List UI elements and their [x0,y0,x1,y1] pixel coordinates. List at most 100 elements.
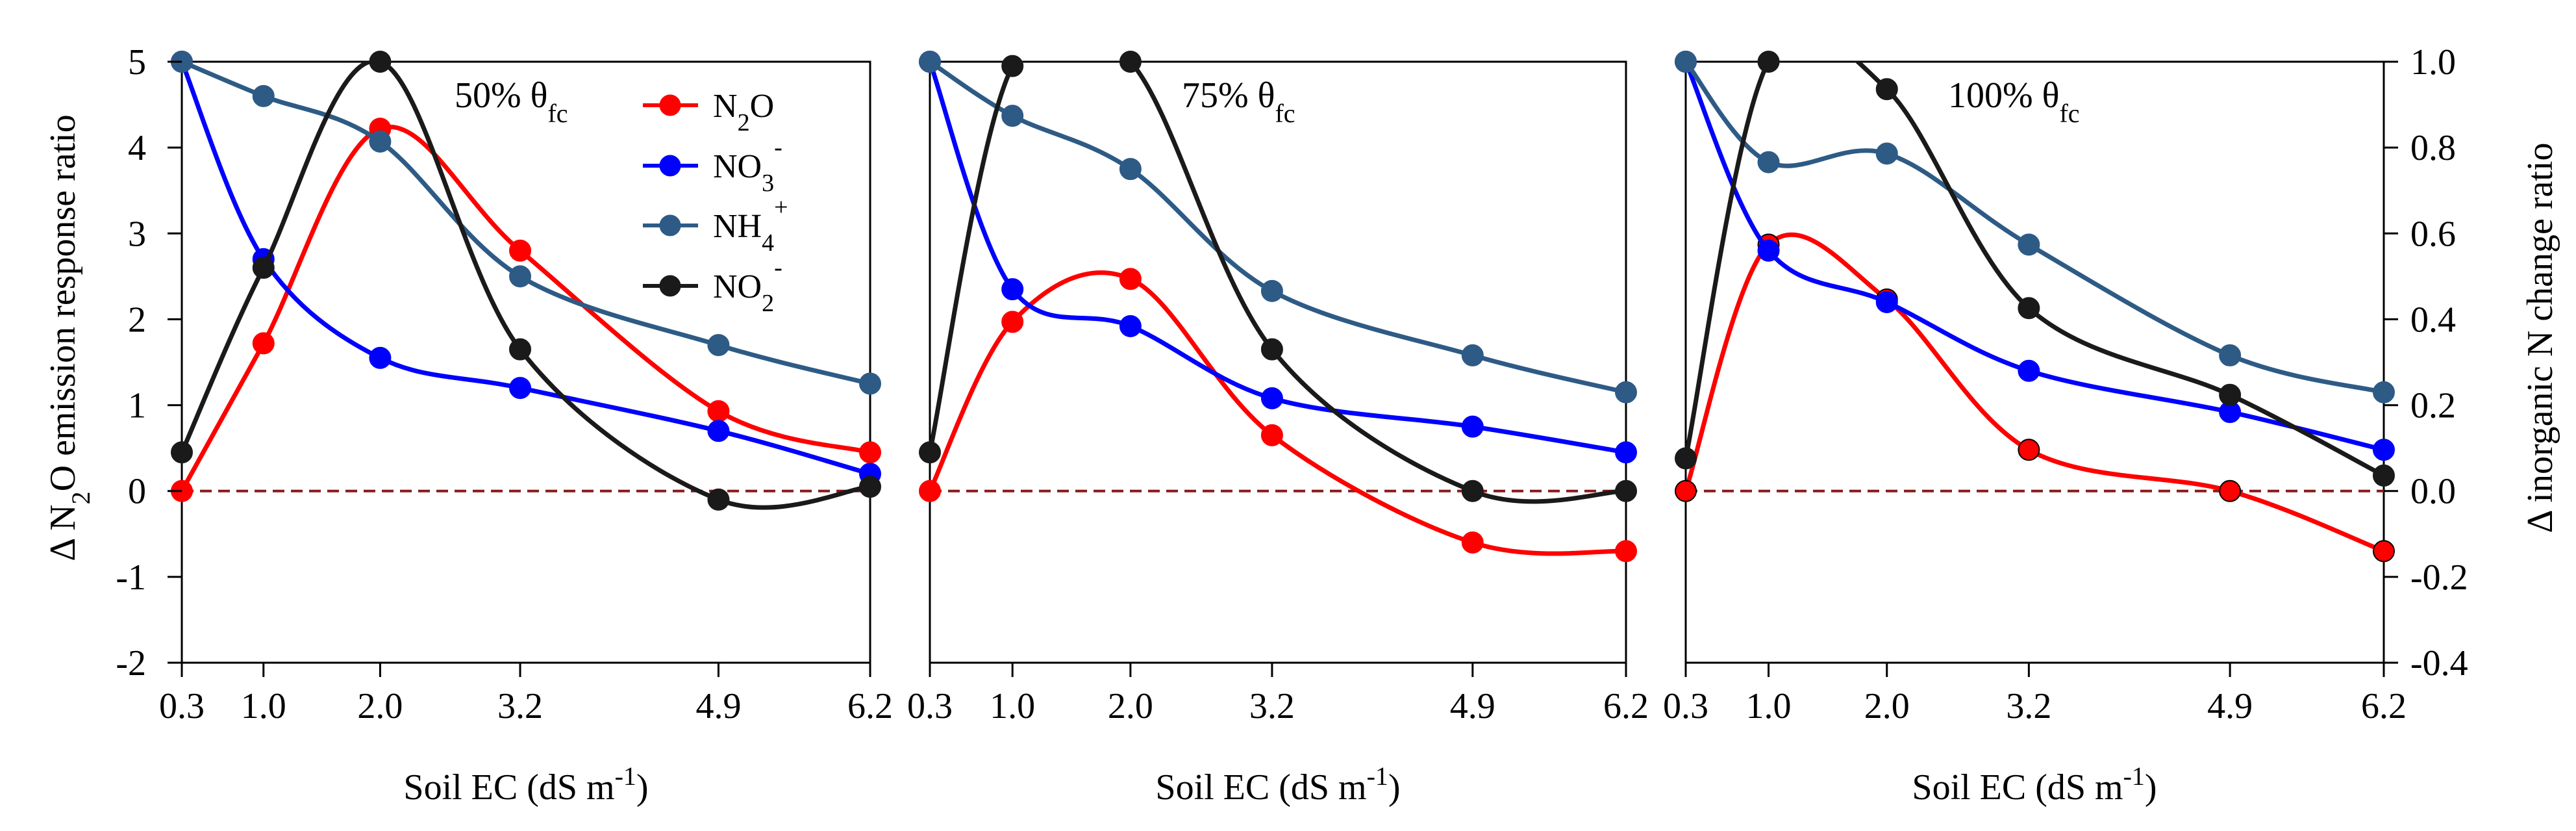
data-point-nh4 [1260,279,1283,302]
data-point-no3 [2373,439,2395,461]
data-point-no3 [1615,441,1637,464]
data-point-nh4 [2018,233,2040,256]
left-axis-ticks: 5 4 3 2 1 0 -1 -2 [116,42,182,684]
legend-sup: - [774,134,782,161]
data-point-nh4 [707,334,730,357]
data-point-no3 [1875,291,1898,313]
x-tick-label: 4.9 [695,686,741,726]
x-axis-title-close: ) [1388,767,1401,808]
x-axis-title-close: ) [636,767,649,808]
data-point-no2 [2219,383,2242,406]
right-tick-label: 0.8 [2410,128,2456,168]
data-point-no2 [369,51,392,73]
x-tick-label: 6.2 [1603,686,1649,726]
legend-sup: - [774,254,782,281]
right-tick-label: -0.4 [2410,643,2468,684]
data-point-n2o [1461,531,1484,554]
right-axis-title: Δ inorganic N change ratio [2520,142,2560,533]
data-point-no2 [919,441,941,464]
data-point-nh4 [1001,105,1024,127]
panel-label: 50% θfc [455,75,568,128]
data-point-nh4 [859,372,881,395]
data-point-n2o [2373,540,2395,563]
x-tick-label: 2.0 [357,686,403,726]
legend-base: NO [713,268,762,305]
legend-sub: 2 [762,290,774,317]
data-point-nh4 [509,265,532,288]
data-point-n2o [1675,479,1697,502]
data-point-no3 [1757,239,1780,262]
x-tick-label: 0.3 [159,686,205,726]
panel-label-sub: fc [547,99,568,128]
x-tick-label: 3.2 [497,686,543,726]
legend-item-no2: NO2- [643,254,782,317]
legend-base: NO [713,148,762,185]
x-tick-label: 4.9 [1450,686,1495,726]
legend-sup: + [774,194,788,221]
data-point-no2 [1260,338,1283,361]
right-tick-label: 1.0 [2410,42,2456,83]
data-point-n2o [2219,479,2242,502]
panel-frame [929,60,1627,664]
x-axis-title-sup: -1 [615,761,636,791]
data-point-n2o [252,332,275,355]
data-point-n2o [919,479,941,502]
series-group [1675,51,2395,563]
series-line-n2o [930,270,1626,556]
legend: N2O NO3- NH4+ NO2- [643,88,788,317]
legend-item-no3: NO3- [643,134,782,197]
panel-label-sub: fc [2059,99,2079,128]
data-point-no3 [1461,415,1484,438]
series-line-n2o [1686,232,2384,554]
panel-frame [1684,60,2385,664]
panel-label-main: 75% θ [1182,75,1275,116]
x-tick-label: 0.3 [1663,686,1708,726]
data-point-no2 [1615,479,1637,502]
left-tick-label: 0 [128,472,146,512]
data-point-no2 [1875,78,1898,101]
x-tick-label: 2.0 [1108,686,1153,726]
panel-3: 0.3 1.0 2.0 3.2 4.9 6.2 100% θfc Soil EC (dS … [1663,51,2407,808]
x-axis-title-sup: -1 [2123,761,2145,791]
data-point-no3 [707,420,730,442]
panel-label-sub: fc [1275,99,1295,128]
panel-1: 0.3 1.0 2.0 3.2 4.9 6.2 50% θfc Soil EC (dS m… [159,51,893,808]
left-tick-label: 1 [128,386,146,426]
legend-tail: O [750,88,775,125]
data-point-no2 [1757,51,1780,73]
legend-label: NO3- [713,134,782,197]
data-point-n2o [1615,540,1637,563]
data-point-no2 [1675,447,1697,470]
data-point-no3 [1119,315,1142,337]
data-point-no2 [2373,464,2395,487]
series-line-no3 [182,62,870,476]
x-axis-ticks: 0.3 1.0 2.0 3.2 4.9 6.2 [159,663,893,726]
panel-2: 0.3 1.0 2.0 3.2 4.9 6.2 75% θfc Soil EC (dS m… [907,51,1649,808]
left-axis-title: Δ N2O emission response ratio [43,114,95,561]
x-axis-title-main: Soil EC (dS m [403,767,614,808]
panel-label: 75% θfc [1182,75,1295,128]
data-point-no2 [252,257,275,279]
data-point-nh4 [1757,151,1780,173]
data-point-no3 [2018,359,2040,382]
x-tick-label: 1.0 [1746,686,1792,726]
legend-item-n2o: N2O [643,88,774,136]
data-point-nh4 [1675,51,1697,73]
data-point-nh4 [252,84,275,107]
x-tick-label: 6.2 [847,686,893,726]
data-point-no2 [707,488,730,511]
data-point-nh4 [1119,158,1142,181]
x-axis-title-sup: -1 [1367,761,1388,791]
left-axis-title-sub: 2 [66,491,95,504]
right-tick-label: 0.4 [2410,300,2456,340]
data-point-no2 [171,441,193,464]
data-point-nh4 [2373,381,2395,403]
data-point-n2o [2018,439,2040,461]
data-point-nh4 [1461,344,1484,366]
data-point-nh4 [369,130,392,153]
legend-base: NH [713,208,762,245]
legend-sub: 2 [738,109,750,136]
data-point-nh4 [1875,142,1898,165]
right-tick-label: 0.0 [2410,472,2456,512]
x-tick-label: 1.0 [990,686,1035,726]
